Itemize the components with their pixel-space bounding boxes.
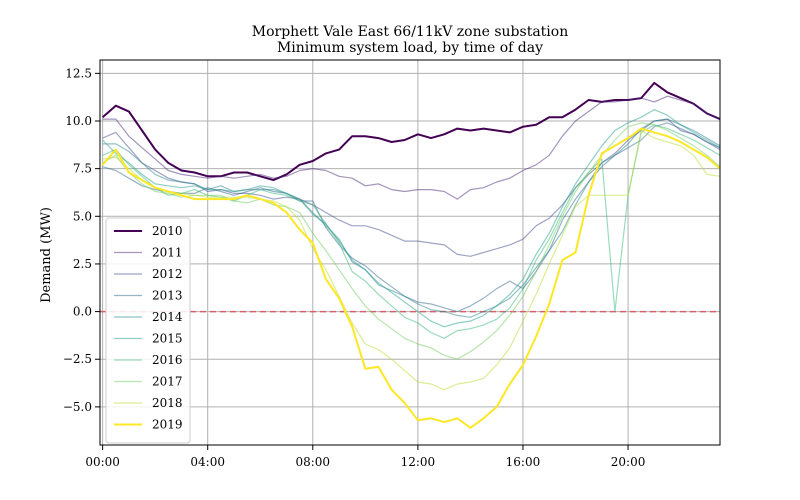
legend-label-2019: 2019 xyxy=(152,418,183,432)
legend-label-2014: 2014 xyxy=(152,310,183,324)
series-line-2010 xyxy=(101,81,721,182)
y-axis: −5.0 −2.5 0.0 2.5 5.0 7.5 10.0 12.5 xyxy=(63,66,100,414)
legend-label-2016: 2016 xyxy=(152,353,183,367)
legend-label-2018: 2018 xyxy=(152,396,183,410)
y-tick-label: 12.5 xyxy=(65,66,92,80)
x-tick-label: 16:00 xyxy=(506,455,541,469)
legend-label-2012: 2012 xyxy=(152,267,183,281)
chart-subtitle: Minimum system load, by time of day xyxy=(277,40,543,56)
legend-label-2013: 2013 xyxy=(152,289,183,303)
grid xyxy=(100,60,720,445)
legend-label-2017: 2017 xyxy=(152,375,183,389)
plot-frame xyxy=(99,59,721,446)
legend-label-2010: 2010 xyxy=(152,224,183,238)
x-tick-label: 20:00 xyxy=(611,455,646,469)
series-line-2015 xyxy=(102,108,721,328)
series-line-2018 xyxy=(102,129,721,391)
legend-label-2011: 2011 xyxy=(152,246,183,260)
x-tick-label: 08:00 xyxy=(295,455,330,469)
y-tick-label: 5.0 xyxy=(73,209,92,223)
chart-title: Morphett Vale East 66/11kV zone substati… xyxy=(252,24,568,40)
series-line-2019 xyxy=(101,127,721,429)
y-tick-label: −2.5 xyxy=(63,352,92,366)
series-line-2012 xyxy=(102,118,721,257)
legend: 2010 2011 2012 2013 2014 2015 2016 2017 2018 2019 xyxy=(105,217,191,444)
legend-label-2015: 2015 xyxy=(152,332,183,346)
series-lines xyxy=(101,81,721,429)
series-line-2017 xyxy=(102,122,721,360)
series-line-2014 xyxy=(102,118,721,318)
x-tick-label: 12:00 xyxy=(401,455,436,469)
x-tick-label: 04:00 xyxy=(190,455,225,469)
y-tick-label: 10.0 xyxy=(65,114,92,128)
series-line-2013 xyxy=(102,122,721,313)
x-axis: 00:00 04:00 08:00 12:00 16:00 20:00 xyxy=(85,445,645,469)
y-tick-label: 0.0 xyxy=(73,305,92,319)
y-tick-label: 2.5 xyxy=(73,257,92,271)
series-line-2011 xyxy=(102,95,721,200)
y-tick-label: −5.0 xyxy=(63,400,92,414)
series-line-2016 xyxy=(102,124,721,339)
y-axis-label: Demand (MW) xyxy=(39,207,54,303)
x-tick-label: 00:00 xyxy=(85,455,120,469)
y-tick-label: 7.5 xyxy=(73,162,92,176)
